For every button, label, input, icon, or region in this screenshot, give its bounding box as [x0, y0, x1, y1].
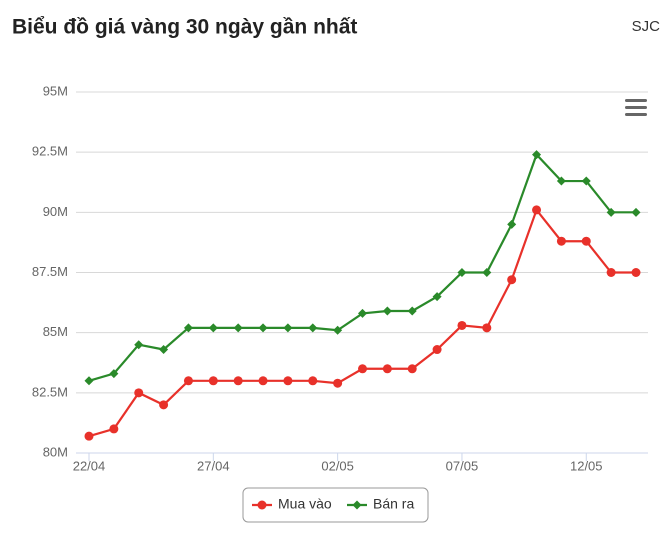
point [333, 378, 343, 388]
point [457, 268, 467, 277]
point [631, 207, 641, 217]
chart-title: Biểu đồ giá vàng 30 ngày gần nhất [12, 16, 357, 39]
point [308, 323, 318, 333]
point [159, 400, 169, 410]
y-tick-label: 82.5M [32, 384, 68, 399]
x-tick-label: 12/05 [570, 458, 603, 473]
point [457, 320, 467, 330]
point [532, 205, 542, 215]
x-tick-label: 07/05 [446, 458, 479, 473]
point [109, 424, 119, 434]
legend-box [242, 487, 429, 523]
point [407, 306, 417, 316]
point [208, 376, 218, 386]
point [382, 364, 392, 374]
point [358, 308, 367, 318]
point [333, 325, 343, 335]
y-tick-label: 80M [43, 444, 68, 459]
point [581, 176, 591, 186]
point [109, 369, 119, 379]
legend-label[interactable]: Mua vào [278, 496, 332, 512]
x-tick-label: 02/05 [321, 458, 354, 473]
y-tick-label: 95M [43, 83, 68, 98]
y-tick-label: 87.5M [32, 264, 68, 279]
point [432, 345, 442, 355]
point [233, 323, 243, 333]
point [183, 323, 193, 333]
point [482, 268, 492, 277]
chart-subtitle: SJC [632, 18, 661, 35]
point [606, 268, 616, 277]
point [258, 323, 268, 333]
point [258, 376, 268, 386]
point [134, 388, 144, 398]
point [308, 376, 318, 386]
menu-button[interactable] [625, 99, 647, 116]
point [283, 376, 293, 386]
point [482, 323, 492, 333]
point [352, 500, 362, 510]
point [507, 275, 517, 285]
point [208, 323, 218, 333]
point [257, 500, 267, 510]
y-tick-label: 85M [43, 324, 68, 339]
point [159, 345, 169, 355]
point [84, 431, 94, 441]
point [631, 268, 641, 277]
point [358, 364, 367, 374]
x-tick-label: 22/04 [73, 458, 106, 473]
point [84, 376, 94, 386]
point [556, 176, 566, 186]
legend-label[interactable]: Bán ra [373, 496, 414, 512]
point [382, 306, 392, 316]
point [407, 364, 417, 374]
point [556, 236, 566, 246]
point [283, 323, 293, 333]
y-tick-label: 92.5M [32, 144, 68, 159]
point [183, 376, 193, 386]
point [532, 150, 542, 160]
point [134, 340, 144, 350]
series-line [88, 152, 636, 382]
point [233, 376, 243, 386]
x-tick-label: 27/04 [197, 458, 230, 473]
point [581, 236, 591, 246]
point [507, 219, 517, 229]
point [432, 292, 442, 302]
series-line [88, 207, 636, 438]
point [606, 207, 616, 217]
y-tick-label: 90M [43, 204, 68, 219]
